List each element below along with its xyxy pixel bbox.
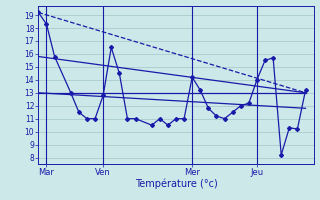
- X-axis label: Température (°c): Température (°c): [135, 179, 217, 189]
